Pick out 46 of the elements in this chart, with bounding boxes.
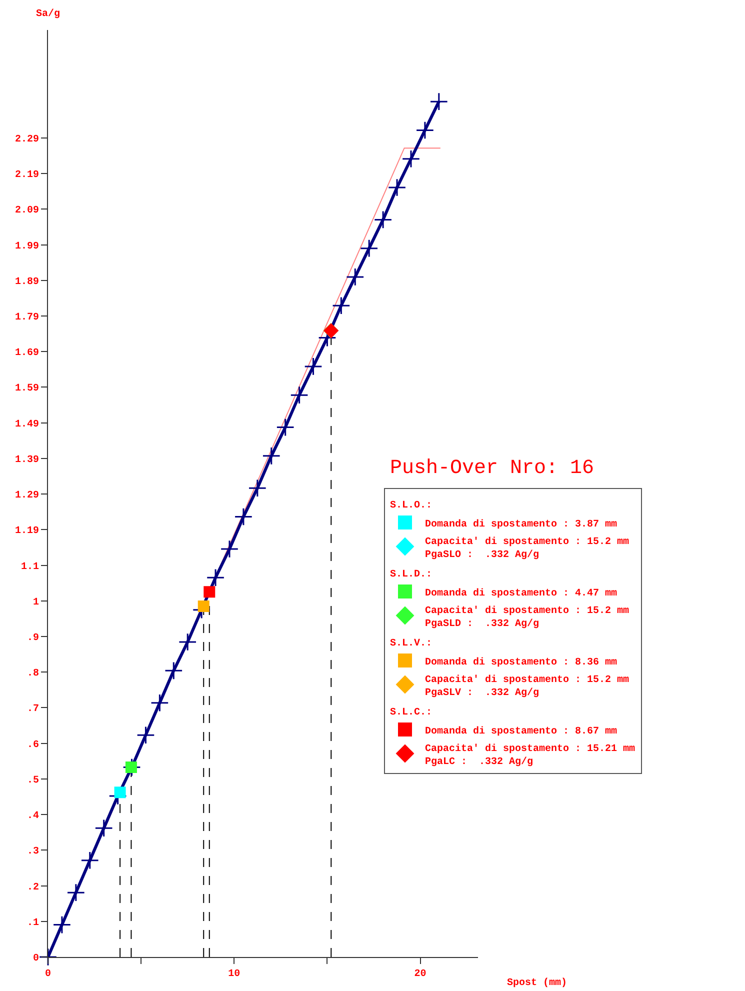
y-tick-label: 1.49 [14,419,39,430]
y-tick-label: .3 [26,846,39,858]
legend-label: Domanda di spostamento : 3.87 mm [425,518,618,530]
y-axis-title: Sa/g [36,8,60,20]
x-axis-title: Spost (mm) [507,977,568,989]
y-tick-label: .8 [26,668,39,680]
y-tick-label: 1.99 [14,241,39,252]
legend-label: Capacita' di spostamento : 15.2 mm [425,536,630,548]
legend-label: Capacita' di spostamento : 15.21 mm [425,742,636,755]
legend-label: Domanda di spostamento : 8.36 mm [425,656,618,668]
y-tick-label: 1.59 [14,384,39,395]
x-tick-label: 0 [44,969,52,980]
y-tick-label: .1 [26,918,39,929]
legend-label: Domanda di spostamento : 8.67 mm [425,725,618,738]
annotation: S.L.O.: [390,500,432,512]
annotation: S.L.D.: [390,569,432,580]
y-tick-label: 1.1 [20,562,39,573]
y-tick-label: .2 [26,882,39,894]
annotation: S.L.V.: [390,638,432,650]
x-tick-label: 10 [228,969,240,980]
legend-label: Capacita' di spostamento : 15.2 mm [425,674,630,686]
y-tick-label: 2.19 [14,170,39,182]
y-tick-label: .9 [26,632,39,644]
y-tick-label: 1 [32,597,39,608]
legend-label: Domanda di spostamento : 4.47 mm [425,587,618,600]
annotation: PgaSLV : .332 Ag/g [425,686,540,699]
y-tick-label: 1.89 [14,276,39,288]
legend-label: Capacita' di spostamento : 15.2 mm [425,604,630,617]
y-tick-label: 1.69 [14,348,39,360]
y-tick-label: .6 [26,740,39,751]
x-tick-label: 20 [414,969,426,980]
y-tick-label: 2.29 [14,134,39,146]
y-tick-label: 2.09 [14,206,39,217]
y-tick-label: .5 [26,775,39,786]
annotation: S.L.C.: [390,707,432,718]
y-tick-label: 1.79 [14,312,39,324]
text: Push-Over Nro: 16 [390,457,594,480]
y-tick-label: 1.19 [14,526,39,538]
annotation: PgaLC : .332 Ag/g [425,756,534,768]
y-tick-label: 1.39 [14,454,39,466]
y-tick-label: .4 [26,811,39,822]
y-tick-label: .7 [26,704,39,716]
annotation: PgaSLO : .332 Ag/g [425,548,540,561]
annotation: PgaSLD : .332 Ag/g [425,618,540,630]
y-tick-label: 0 [32,954,39,964]
y-tick-label: 1.29 [14,490,39,502]
